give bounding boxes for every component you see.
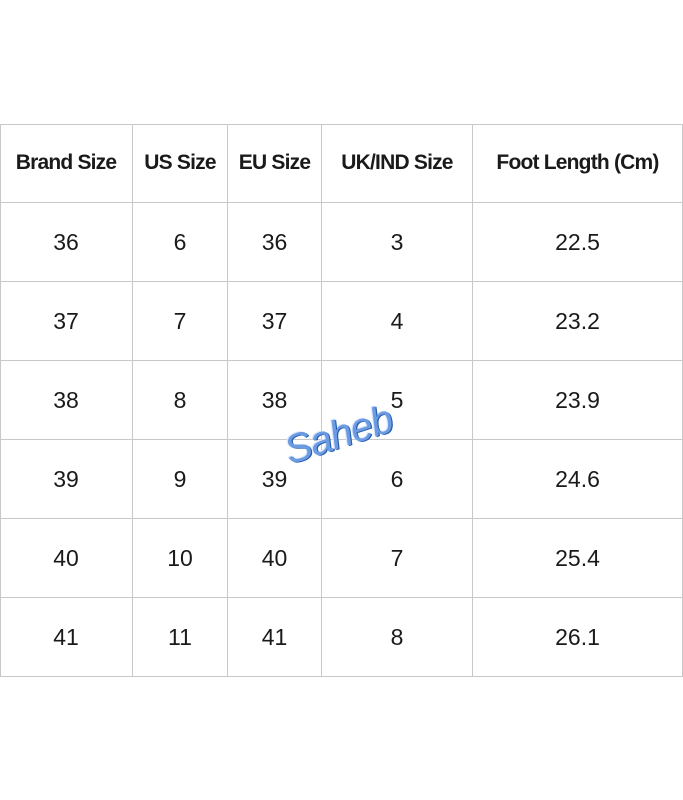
header-cell: US Size: [133, 124, 228, 203]
table-cell: 22.5: [473, 203, 683, 282]
table-cell: 40: [0, 519, 133, 598]
table-cell: 8: [322, 598, 473, 677]
table-cell: 3: [322, 203, 473, 282]
header-cell: UK/IND Size: [322, 124, 473, 203]
table-cell: 11: [133, 598, 228, 677]
table-cell: 36: [228, 203, 322, 282]
table-cell: 25.4: [473, 519, 683, 598]
table-cell: 37: [0, 282, 133, 361]
table-cell: 6: [133, 203, 228, 282]
table-cell: 41: [228, 598, 322, 677]
table-cell: 39: [228, 440, 322, 519]
table-cell: 9: [133, 440, 228, 519]
header-cell: Foot Length (Cm): [473, 124, 683, 203]
table-cell: 37: [228, 282, 322, 361]
table-cell: 5: [322, 361, 473, 440]
table-cell: 24.6: [473, 440, 683, 519]
table-cell: 39: [0, 440, 133, 519]
table-cell: 23.9: [473, 361, 683, 440]
table-cell: 4: [322, 282, 473, 361]
header-cell: Brand Size: [0, 124, 133, 203]
table-cell: 10: [133, 519, 228, 598]
table-cell: 38: [0, 361, 133, 440]
table-cell: 23.2: [473, 282, 683, 361]
table-cell: 36: [0, 203, 133, 282]
table-cell: 40: [228, 519, 322, 598]
table-cell: 41: [0, 598, 133, 677]
table-cell: 7: [133, 282, 228, 361]
table-cell: 26.1: [473, 598, 683, 677]
table-cell: 7: [322, 519, 473, 598]
table-cell: 38: [228, 361, 322, 440]
table-cell: 6: [322, 440, 473, 519]
size-table: [0, 124, 683, 677]
header-cell: EU Size: [228, 124, 322, 203]
table-cell: 8: [133, 361, 228, 440]
